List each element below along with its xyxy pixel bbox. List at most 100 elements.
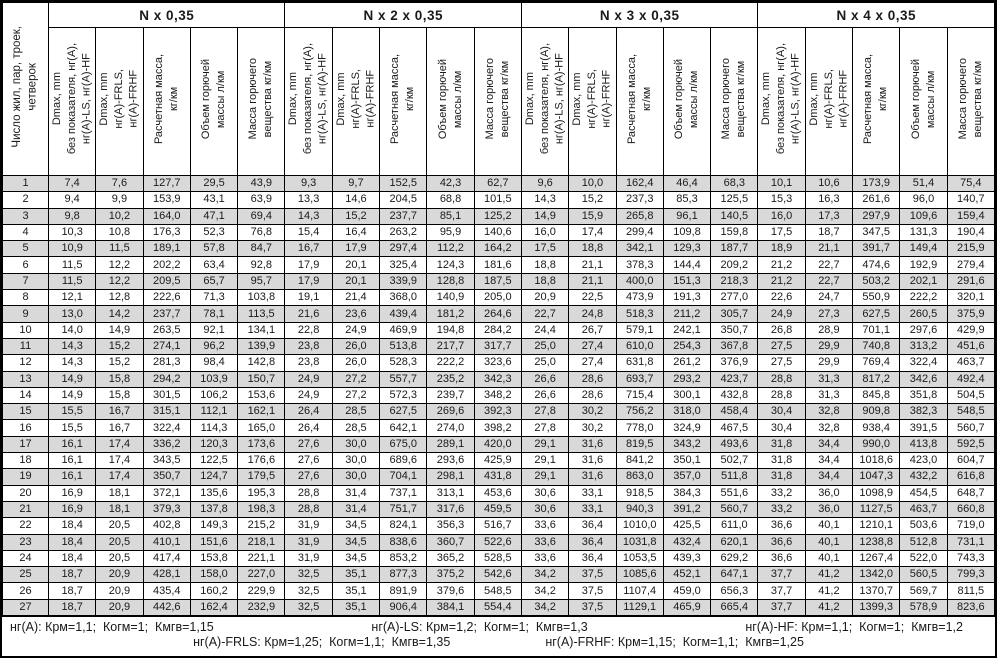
data-cell: 37,5 [568, 598, 617, 617]
data-cell: 550,9 [852, 289, 901, 307]
data-cell: 12,8 [95, 289, 144, 307]
data-cell: 297,6 [899, 321, 948, 339]
data-cell: 30,2 [568, 403, 617, 421]
data-cell: 453,6 [473, 484, 522, 502]
data-cell: 458,4 [710, 403, 759, 421]
data-cell: 824,1 [379, 517, 428, 535]
data-cell: 325,4 [379, 256, 428, 274]
data-cell: 47,1 [189, 207, 239, 225]
data-cell: 24,8 [568, 305, 617, 323]
data-cell: 439,3 [662, 549, 712, 568]
data-cell: 294,2 [142, 370, 191, 388]
data-cell: 29,1 [520, 435, 570, 454]
data-cell: 52,3 [189, 223, 239, 242]
table-row: 22 18,4 20,5 402,8 149,3 215,2 31,9 34,5 824,1 35… [2, 517, 995, 535]
data-cell: 34,2 [520, 566, 570, 584]
data-cell: 819,5 [615, 435, 664, 454]
data-cell: 23,8 [284, 337, 333, 356]
table-row: 17 16,1 17,4 336,2 120,3 173,6 27,6 30,0 675,0 28… [2, 435, 995, 454]
data-cell: 324,9 [662, 419, 712, 437]
data-cell: 26,7 [568, 321, 617, 339]
row-number-cell: 17 [2, 435, 49, 454]
data-cell: 627,5 [852, 305, 901, 323]
data-cell: 27,2 [331, 370, 381, 388]
data-cell: 1127,5 [852, 500, 901, 519]
data-cell: 379,3 [142, 500, 191, 519]
data-cell: 17,5 [757, 223, 806, 242]
data-cell: 16,7 [95, 403, 144, 421]
data-cell: 10,0 [568, 174, 617, 193]
footnote-line-2: нг(А)-FRLS: Крм=1,25; Когм=1,1; Кмгв=1,3… [2, 634, 995, 649]
data-cell: 410,1 [142, 533, 191, 551]
data-cell: 863,0 [615, 468, 664, 486]
data-cell: 317,7 [473, 337, 522, 356]
corner-header-cell: Число жил, пар, троек, четверок [2, 2, 49, 176]
data-cell: 232,9 [237, 598, 286, 617]
data-cell: 342,1 [615, 240, 664, 258]
data-cell: 22,7 [804, 256, 854, 274]
data-cell: 265,8 [615, 207, 664, 225]
data-cell: 24,9 [284, 370, 333, 388]
data-cell: 162,4 [189, 598, 239, 617]
data-cell: 853,2 [379, 549, 428, 568]
group-header-nx035: N x 0,35 [47, 2, 286, 28]
data-cell: 7,6 [95, 174, 144, 193]
column-header: Расчетная масса, кг/км [615, 27, 664, 176]
footnote-nga-ls: нг(А)-LS: Крм=1,2; Когм=1; Кмгв=1,3 [371, 620, 588, 635]
data-cell: 719,0 [946, 517, 995, 535]
data-cell: 1399,3 [852, 598, 901, 617]
row-number-cell: 3 [2, 207, 49, 225]
data-cell: 769,4 [852, 354, 901, 372]
data-cell: 33,1 [568, 500, 617, 519]
data-cell: 25,0 [520, 354, 570, 372]
table-row: 9 13,0 14,2 237,7 78,1 113,5 21,6 23,6 439,4 181,… [2, 305, 995, 323]
data-cell: 548,5 [946, 403, 995, 421]
data-cell: 557,7 [379, 370, 428, 388]
data-cell: 15,5 [47, 419, 97, 437]
data-cell: 1047,3 [852, 468, 901, 486]
data-cell: 227,0 [237, 566, 286, 584]
data-cell: 13,0 [47, 305, 97, 323]
data-cell: 299,4 [615, 223, 664, 242]
data-cell: 31,3 [804, 386, 854, 405]
data-cell: 339,9 [379, 272, 428, 291]
data-cell: 95,9 [426, 223, 475, 242]
data-cell: 336,2 [142, 435, 191, 454]
data-cell: 158,0 [189, 566, 239, 584]
table-row: 3 9,8 10,2 164,0 47,1 69,4 14,3 15,2 237,7 85,1 12… [2, 207, 995, 225]
data-cell: 33,6 [520, 549, 570, 568]
data-cell: 528,5 [473, 549, 522, 568]
table-row: 14 14,9 15,8 301,5 106,2 153,6 24,9 27,2 572,3 23… [2, 386, 995, 405]
data-cell: 731,1 [946, 533, 995, 551]
data-cell: 36,0 [804, 500, 854, 519]
data-cell: 14,3 [520, 191, 570, 209]
data-cell: 160,2 [189, 582, 239, 600]
data-cell: 22,7 [804, 272, 854, 291]
data-cell: 239,7 [426, 386, 475, 405]
row-number-cell: 9 [2, 305, 49, 323]
column-header: Dmax, mm нг(А)-FRLS, нг(А)-FRHF [95, 27, 144, 176]
data-cell: 629,2 [710, 549, 759, 568]
data-cell: 68,3 [710, 174, 759, 193]
data-cell: 877,3 [379, 566, 428, 584]
column-header: Расчетная масса, кг/км [142, 27, 191, 176]
data-cell: 429,9 [946, 321, 995, 339]
data-cell: 15,3 [757, 191, 806, 209]
row-number-cell: 21 [2, 500, 49, 519]
data-cell: 31,6 [568, 435, 617, 454]
data-cell: 16,0 [757, 207, 806, 225]
row-number-cell: 6 [2, 256, 49, 274]
data-cell: 26,4 [284, 403, 333, 421]
data-cell: 35,1 [331, 582, 381, 600]
data-cell: 11,5 [47, 256, 97, 274]
footnote-nga-frls: нг(А)-FRLS: Крм=1,25; Когм=1,1; Кмгв=1,3… [193, 635, 451, 650]
data-cell: 20,1 [331, 256, 381, 274]
row-number-cell: 7 [2, 272, 49, 291]
data-cell: 261,2 [662, 354, 712, 372]
data-cell: 439,4 [379, 305, 428, 323]
data-cell: 17,9 [331, 240, 381, 258]
data-cell: 503,6 [899, 517, 948, 535]
data-cell: 940,3 [615, 500, 664, 519]
data-cell: 15,8 [95, 370, 144, 388]
data-cell: 18,4 [47, 549, 97, 568]
